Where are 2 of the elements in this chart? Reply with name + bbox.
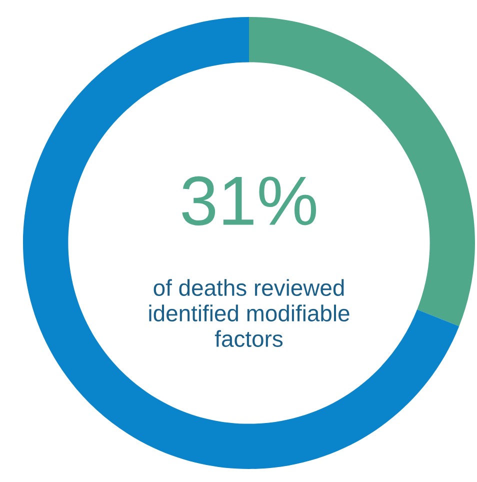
text: of deaths reviewed identified modifiable factors	[149, 279, 350, 347]
text: 31%	[182, 176, 316, 226]
